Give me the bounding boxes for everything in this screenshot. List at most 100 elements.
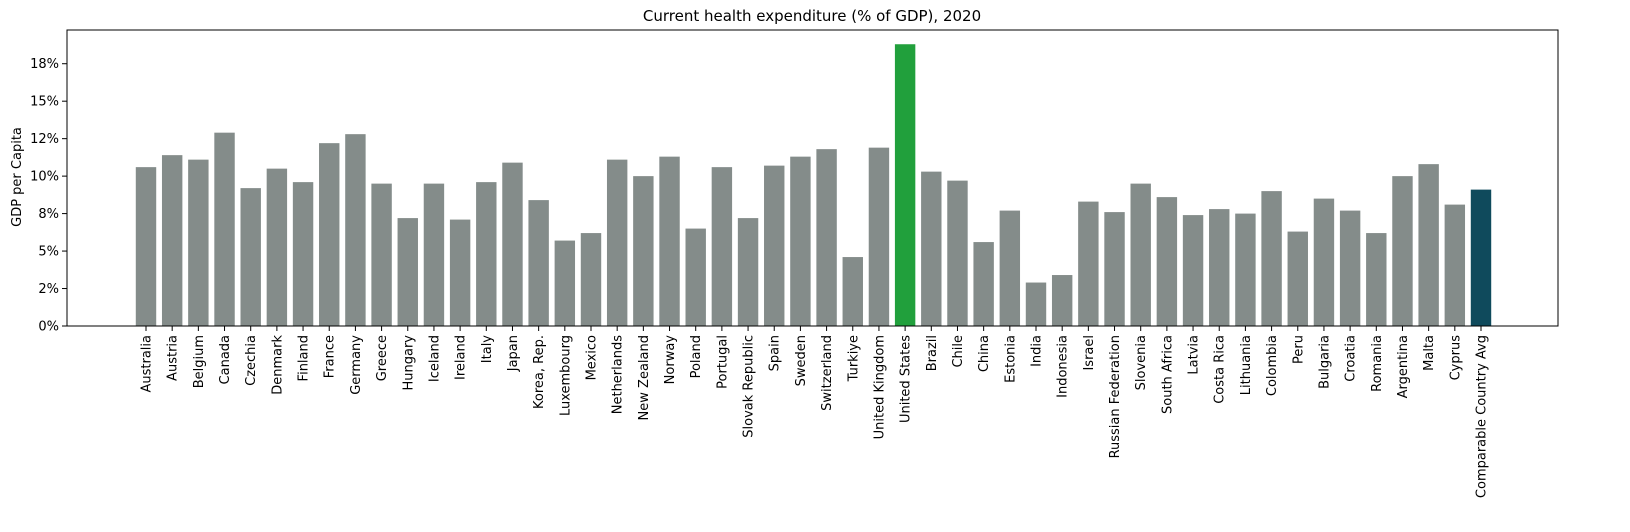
bar-bulgaria [1313, 198, 1335, 326]
x-tick-label: China [977, 335, 992, 372]
x-tick-label: Bulgaria [1317, 335, 1332, 389]
x-tick-label: Costa Rica [1213, 335, 1228, 404]
x-tick-label: South Africa [1160, 335, 1175, 414]
x-tick-label: Austria [166, 335, 181, 381]
bar-portugal [711, 167, 733, 326]
x-tick-label: Latvia [1187, 335, 1202, 375]
x-tick-label: Colombia [1265, 335, 1280, 396]
bar-malta [1418, 164, 1439, 326]
bar-netherlands [606, 159, 628, 326]
x-tick-label: United Kingdom [872, 335, 887, 439]
bar-united-kingdom [868, 147, 890, 326]
x-tick-label: Portugal [715, 335, 730, 389]
bar-colombia [1261, 191, 1282, 326]
x-tick-label: India [1030, 335, 1045, 367]
bar-italy [476, 182, 497, 326]
y-axis-ticks: 0% 2% 5% 8% 10% 12% 15% 18% [30, 57, 67, 335]
x-tick-label: Finland [297, 335, 312, 381]
x-tick-label: Chile [951, 335, 966, 368]
bar-china [973, 242, 994, 326]
x-tick-label: Sweden [794, 335, 809, 386]
bar-croatia [1339, 210, 1361, 326]
x-tick-label: Switzerland [820, 335, 835, 411]
x-tick-label: Slovak Republic [742, 335, 757, 438]
y-tick-label: 15% [30, 95, 59, 110]
x-tick-label: Malta [1422, 335, 1437, 371]
bar-south-africa [1156, 197, 1178, 326]
bar-cyprus [1444, 204, 1466, 326]
bar-switzerland [816, 149, 837, 326]
x-tick-label: Cyprus [1448, 335, 1463, 381]
x-axis-ticks: Australia Austria Belgium Canada Czechia Denm… [140, 326, 1490, 498]
x-tick-label: Poland [689, 335, 704, 378]
x-tick-label: Belgium [192, 335, 207, 388]
x-tick-label: Peru [1291, 335, 1306, 364]
bar-czechia [240, 188, 261, 326]
bar-hungary [397, 218, 418, 326]
x-tick-label: Croatia [1344, 335, 1359, 382]
x-tick-label: Spain [768, 335, 783, 371]
x-tick-label: Germany [349, 335, 364, 395]
y-tick-label: 5% [38, 245, 59, 260]
x-tick-label: Estonia [1003, 335, 1018, 383]
bar-sweden [790, 156, 811, 326]
bar-belgium [188, 159, 209, 326]
x-tick-label: Romania [1370, 335, 1385, 392]
bar-spain [764, 165, 785, 326]
bar-new-zealand [633, 176, 654, 326]
x-tick-label: Netherlands [611, 335, 626, 414]
x-tick-label: United States [899, 335, 914, 423]
bar-ireland [449, 219, 471, 326]
x-tick-label: Comparable Country Avg [1475, 335, 1490, 498]
x-tick-label: France [323, 335, 338, 378]
x-tick-label: Australia [140, 335, 155, 393]
plot-area-frame [66, 29, 1559, 327]
x-tick-label: Lithuania [1239, 335, 1254, 395]
bar-australia [135, 167, 157, 326]
bar-slovak-republic [737, 218, 759, 326]
x-tick-label: Israel [1082, 335, 1097, 371]
y-tick-label: 8% [38, 207, 59, 222]
x-tick-label: Korea, Rep. [532, 335, 547, 409]
x-tick-label: Iceland [427, 335, 442, 382]
bar-romania [1366, 233, 1387, 326]
x-tick-label: Czechia [244, 335, 259, 386]
bar-slovenia [1130, 183, 1151, 326]
bar-estonia [999, 210, 1021, 326]
bar-peru [1287, 231, 1308, 326]
bar-mexico [580, 233, 602, 326]
y-tick-label: 0% [38, 320, 59, 335]
bar-chile [947, 180, 968, 326]
x-tick-label: Norway [663, 335, 678, 385]
x-tick-label: Russian Federation [1108, 335, 1123, 458]
bar-canada [214, 132, 235, 326]
bars-group [135, 44, 1492, 326]
x-tick-label: Denmark [270, 335, 285, 395]
bar-luxembourg [554, 240, 576, 326]
bar-latvia [1182, 215, 1204, 326]
bar-israel [1078, 201, 1099, 326]
x-tick-label: Ireland [454, 335, 469, 380]
y-tick-label: 2% [38, 282, 59, 297]
x-tick-label: Italy [480, 335, 495, 364]
x-tick-label: New Zealand [637, 335, 652, 420]
x-tick-label: Brazil [925, 335, 940, 371]
bar-greece [371, 183, 392, 326]
bar-costa-rica [1209, 209, 1230, 326]
x-tick-label: Japan [506, 335, 521, 372]
bar-lithuania [1235, 213, 1256, 326]
bar-brazil [921, 171, 942, 326]
x-tick-label: Turkiye [846, 335, 861, 382]
bar-india [1025, 282, 1047, 326]
x-tick-label: Indonesia [1056, 335, 1071, 398]
bar-poland [685, 228, 706, 326]
y-tick-label: 12% [30, 132, 59, 147]
x-tick-label: Greece [375, 335, 390, 381]
bar-argentina [1392, 176, 1413, 326]
x-tick-label: Slovenia [1134, 335, 1149, 390]
bar-austria [161, 155, 183, 326]
bar-russian-federation [1104, 212, 1125, 326]
bar-indonesia [1051, 275, 1073, 326]
bar-iceland [423, 183, 445, 326]
